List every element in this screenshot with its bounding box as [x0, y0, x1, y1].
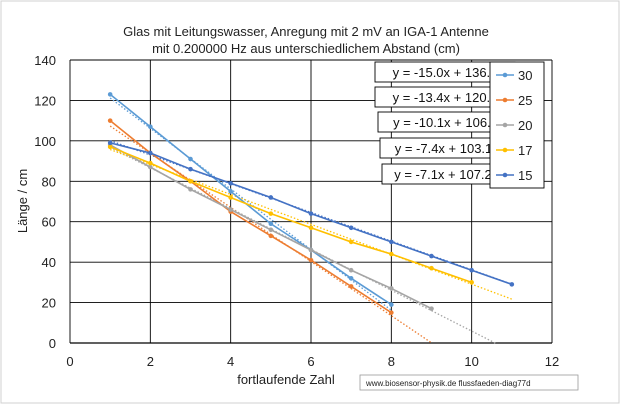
legend-label: 20	[518, 118, 532, 133]
data-point-25	[308, 257, 314, 263]
trendline-equation-20: y = -10.1x + 106.9	[377, 111, 514, 133]
legend-swatch-marker	[502, 172, 508, 178]
trendline-equation-17: y = -7.4x + 103.1	[379, 137, 508, 159]
equation-label: y = -13.4x + 120.7	[393, 90, 498, 105]
x-axis-label: fortlaufende Zahl	[237, 372, 335, 387]
data-point-15	[148, 150, 153, 156]
x-tick-label: 0	[66, 354, 73, 369]
data-point-17	[268, 211, 274, 216]
y-tick-label: 40	[42, 255, 56, 270]
equation-label: y = -7.4x + 103.1	[395, 141, 493, 156]
data-point-15	[469, 267, 474, 273]
data-point-17	[148, 160, 153, 166]
y-tick-label: 100	[34, 134, 56, 149]
trendline-equation-15: y = -7.1x + 107.2	[381, 163, 505, 185]
legend: 30 25 20 17 15	[489, 61, 545, 189]
data-point-15	[188, 166, 193, 172]
data-point-17	[348, 239, 354, 245]
data-point-20	[148, 164, 153, 170]
data-point-20	[429, 306, 434, 311]
data-point-25	[348, 284, 354, 289]
data-point-15	[389, 239, 394, 245]
data-point-20	[348, 267, 354, 273]
series-line-25	[109, 120, 392, 314]
data-point-17	[188, 178, 193, 184]
data-point-20	[268, 227, 274, 233]
chart-title-line-2: mit 0.200000 Hz aus unterschiedlichem Ab…	[152, 41, 460, 56]
equation-label: y = -15.0x + 136.2	[393, 65, 498, 80]
x-tick-label: 4	[227, 354, 234, 369]
legend-swatch-marker	[502, 72, 508, 78]
legend-label: 30	[518, 68, 532, 83]
data-point-17	[308, 225, 314, 231]
y-tick-label: 120	[34, 93, 56, 108]
data-series	[107, 92, 515, 315]
data-point-15	[509, 282, 515, 287]
data-point-30	[389, 302, 394, 307]
legend-item-25: 25	[496, 93, 532, 108]
legend-swatch-marker	[502, 97, 508, 103]
data-point-15	[429, 253, 434, 259]
axes: 0 20 40 60 80 100 120 140 0 2 4 6 8 10 12	[34, 53, 559, 369]
series-line-30	[109, 93, 392, 306]
data-point-30	[188, 156, 193, 162]
y-tick-label: 0	[49, 336, 56, 351]
data-point-20	[188, 187, 193, 192]
trendline-30	[109, 97, 392, 311]
legend-label: 17	[518, 143, 532, 158]
x-tick-label: 10	[464, 354, 478, 369]
y-tick-label: 80	[42, 174, 56, 189]
y-tick-label: 60	[42, 215, 56, 230]
data-point-15	[308, 211, 314, 216]
source-note-box	[359, 374, 579, 391]
chart-title-line-1: Glas mit Leitungswasser, Anregung mit 2 …	[123, 24, 489, 39]
data-point-17	[228, 195, 233, 200]
legend-item-17: 17	[496, 143, 532, 158]
y-axis-label: Länge / cm	[15, 169, 30, 233]
series-line-17	[109, 146, 472, 284]
equation-label: y = -10.1x + 106.9	[393, 115, 498, 130]
data-point-17	[389, 251, 394, 257]
y-tick-label: 20	[42, 296, 56, 311]
x-tick-label: 6	[307, 354, 314, 369]
x-tick-label: 12	[545, 354, 559, 369]
data-point-30	[228, 189, 233, 194]
data-point-15	[348, 225, 354, 231]
trendline-equations: y = -15.0x + 136.2 y = -13.4x + 120.7 y = …	[374, 61, 516, 185]
data-point-17	[107, 144, 113, 150]
legend-label: 25	[518, 93, 532, 108]
x-tick-label: 8	[388, 354, 395, 369]
legend-item-20: 20	[496, 118, 532, 133]
legend-swatch-marker	[502, 147, 508, 153]
source-note: www.biosensor-physik.de flussfaeden-diag…	[365, 379, 531, 388]
trendline-equation-25: y = -13.4x + 120.7	[374, 86, 516, 108]
data-point-30	[348, 276, 354, 281]
data-point-30	[107, 92, 113, 97]
legend-item-30: 30	[496, 68, 532, 83]
data-point-30	[268, 221, 274, 227]
legend-swatch-marker	[502, 122, 508, 128]
data-point-25	[268, 233, 274, 239]
legend-label: 15	[518, 168, 532, 183]
legend-item-15: 15	[496, 168, 532, 183]
data-point-15	[107, 140, 113, 146]
data-point-15	[228, 181, 233, 186]
equation-label: y = -7.1x + 107.2	[394, 167, 492, 182]
data-point-25	[389, 310, 394, 315]
data-point-17	[429, 265, 434, 271]
data-point-20	[389, 286, 394, 291]
data-point-25	[107, 118, 113, 123]
data-point-20	[228, 207, 233, 212]
x-tick-label: 2	[147, 354, 154, 369]
data-point-17	[469, 280, 474, 285]
data-point-15	[268, 195, 274, 200]
y-tick-label: 140	[34, 53, 56, 68]
data-point-20	[308, 247, 314, 253]
data-point-30	[148, 124, 153, 130]
